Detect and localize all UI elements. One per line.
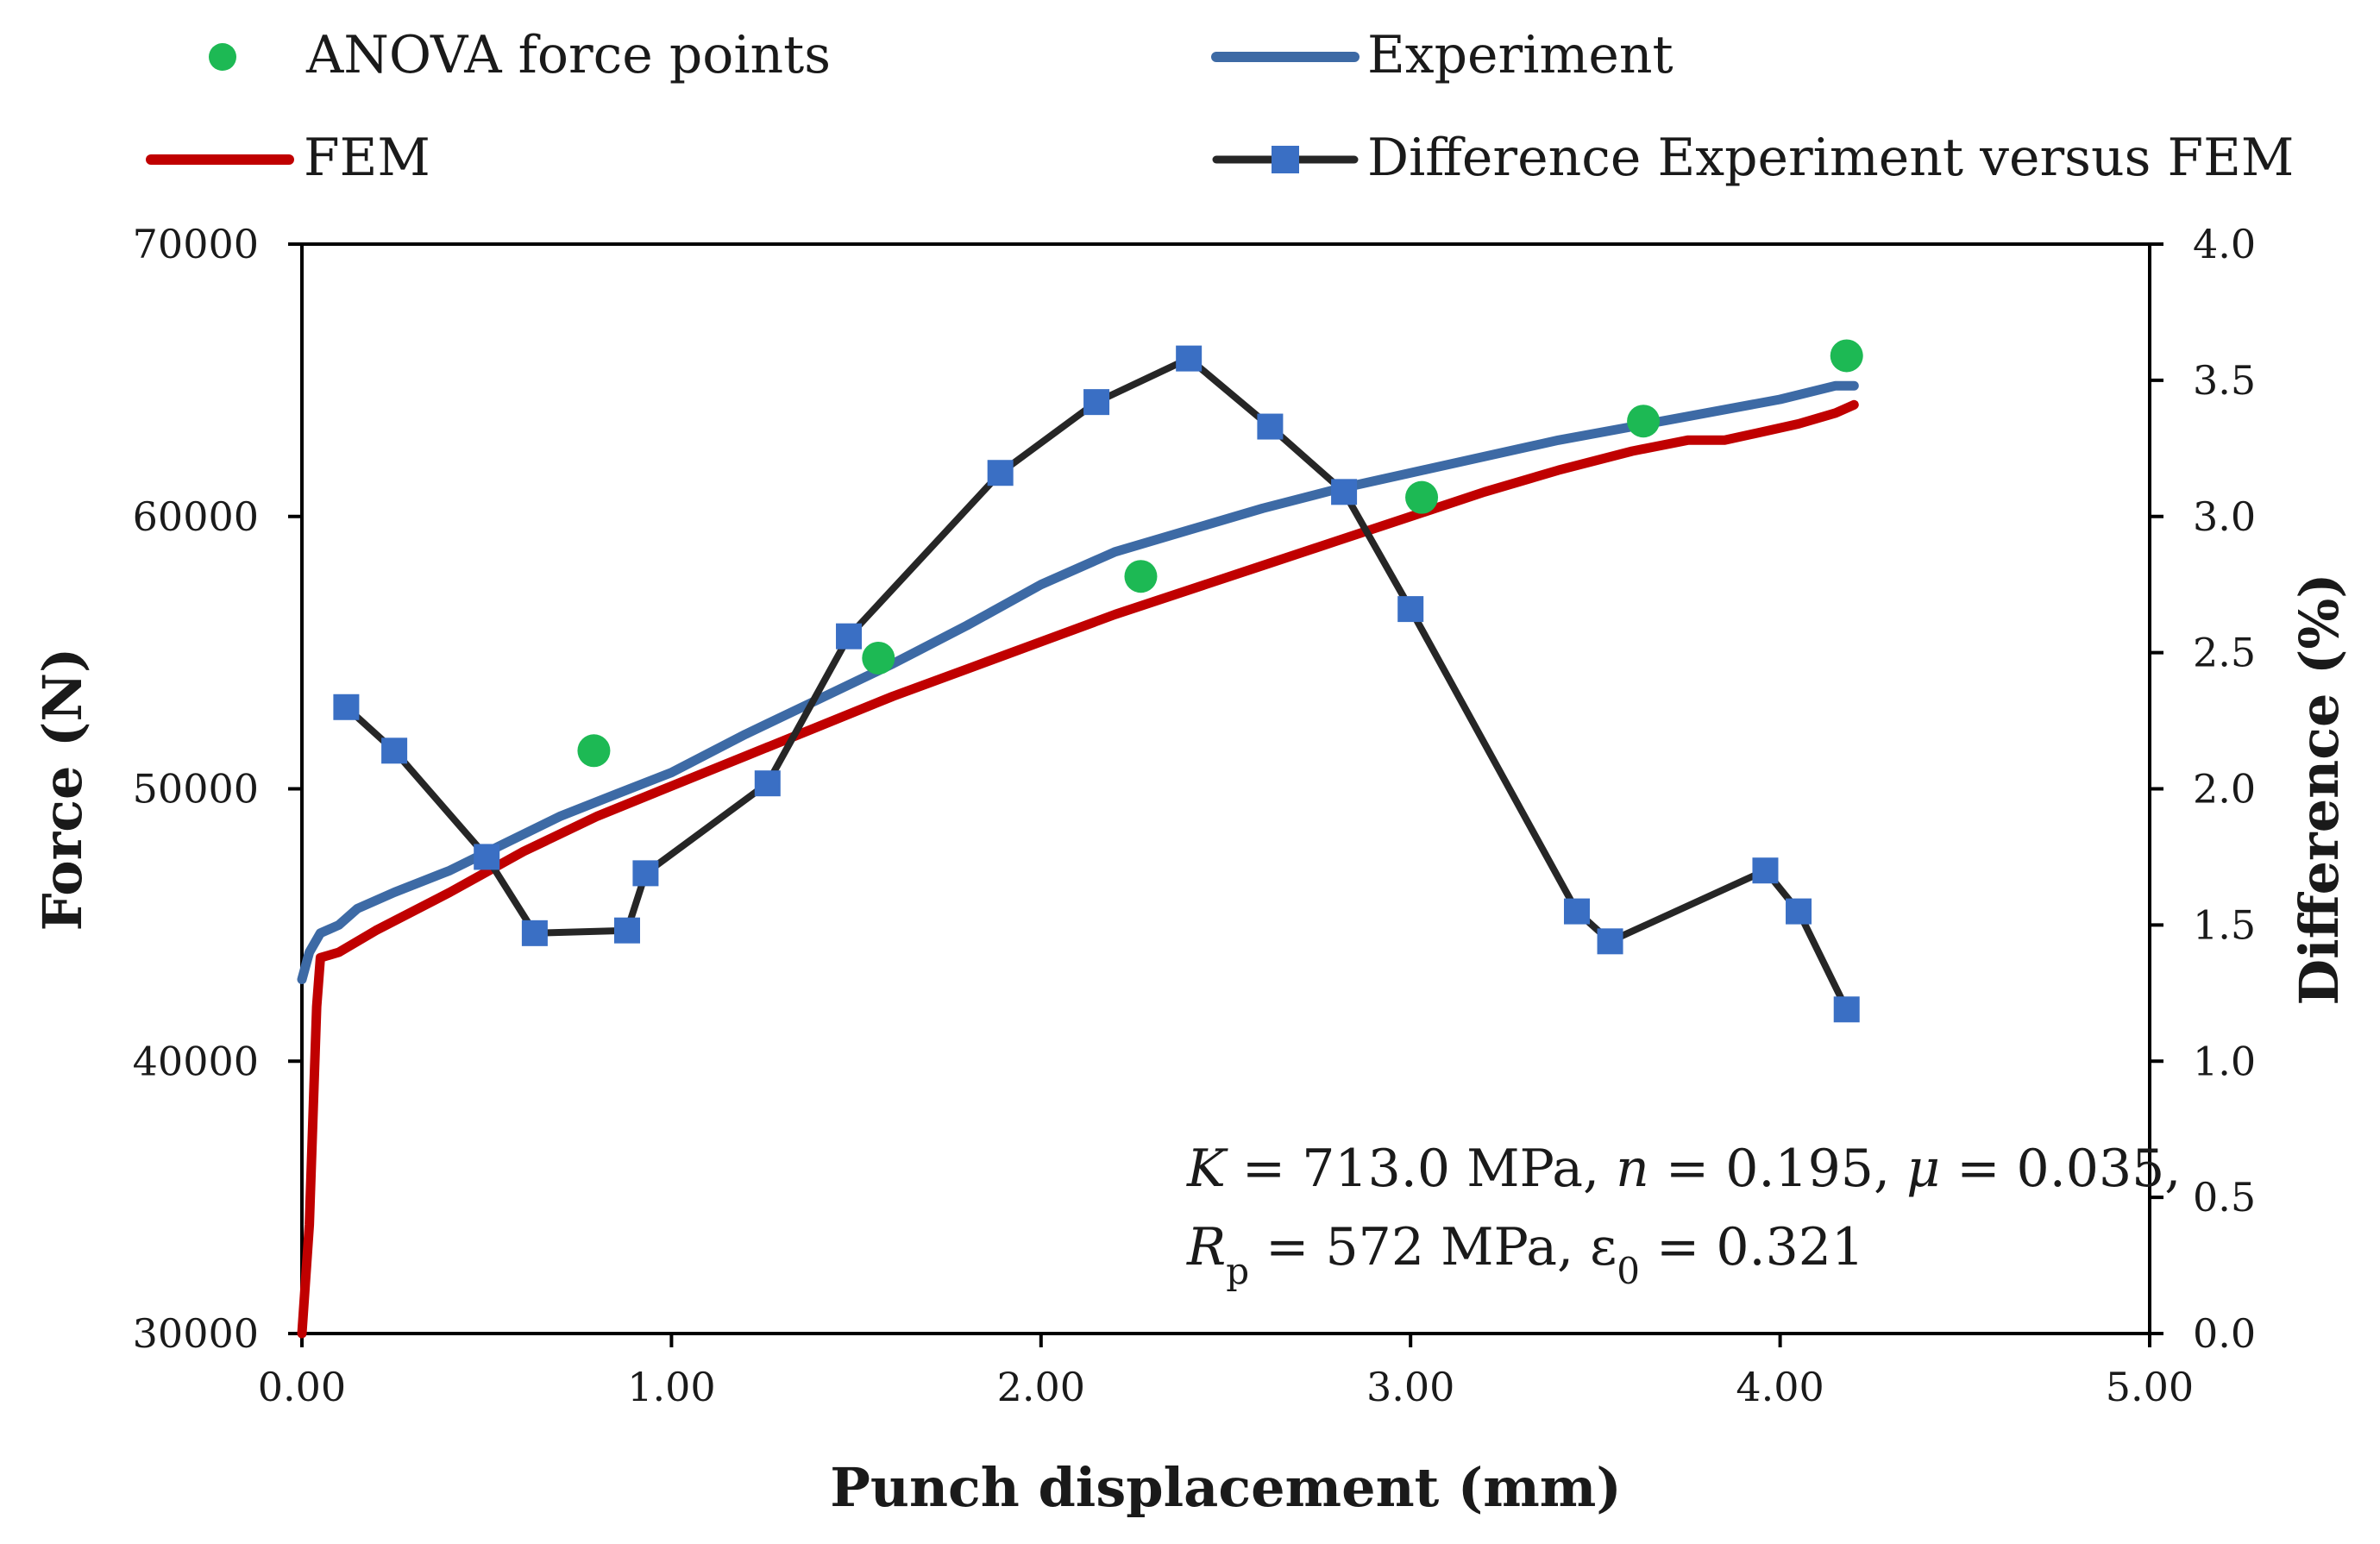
annot-k-symbol: K <box>1186 1139 1228 1199</box>
x-tick-label: 1.00 <box>627 1364 715 1410</box>
annot-n-symbol: n <box>1616 1139 1649 1199</box>
difference-point <box>333 694 360 720</box>
annot-r-subscript: p <box>1226 1250 1249 1292</box>
series-layer <box>297 339 1863 1339</box>
annot-eps-subscript: 0 <box>1617 1250 1640 1292</box>
anova-point <box>862 641 895 675</box>
difference-point <box>613 917 640 944</box>
difference-point <box>1331 479 1358 505</box>
anova-point <box>577 734 611 768</box>
y-right-ticks: 0.0 0.5 1.0 1.5 2.0 2.5 3.0 3.5 4.0 <box>2150 221 2256 1357</box>
y-right-tick-label: 3.0 <box>2193 493 2256 540</box>
difference-point <box>1786 898 1812 925</box>
annot-k-value: = 713.0 MPa, <box>1226 1139 1616 1199</box>
annot-mu-symbol: μ <box>1906 1139 1940 1199</box>
y-right-tick-label: 4.0 <box>2193 221 2256 267</box>
x-tick-label: 0.00 <box>258 1364 346 1410</box>
difference-point <box>521 919 548 946</box>
y-right-tick-label: 3.5 <box>2193 357 2256 404</box>
difference-point <box>1176 345 1203 372</box>
y-right-tick-label: 2.0 <box>2193 766 2256 813</box>
difference-point <box>1752 857 1779 884</box>
x-axis-title: Punch displacement (mm) <box>830 1456 1622 1519</box>
difference-point <box>836 623 863 650</box>
y-left-tick-label: 30000 <box>133 1310 259 1357</box>
difference-point <box>1397 596 1424 623</box>
y-left-tick-label: 40000 <box>133 1038 259 1084</box>
legend-anova-label: ANOVA force points <box>305 25 831 85</box>
legend-difference-marker <box>1272 146 1299 173</box>
y-right-tick-label: 0.5 <box>2193 1174 2256 1221</box>
difference-point <box>1597 928 1623 955</box>
anova-point <box>1405 480 1439 514</box>
legend-fem-label: FEM <box>304 128 430 188</box>
y-right-tick-label: 1.0 <box>2193 1038 2256 1084</box>
legend: ANOVA force points Experiment FEM Differ… <box>146 25 2294 188</box>
legend-anova-marker <box>209 43 236 71</box>
difference-point <box>754 770 781 797</box>
anova-point <box>1830 339 1863 373</box>
legend-experiment-label: Experiment <box>1367 25 1674 85</box>
y-right-axis-title: Difference (%) <box>2288 573 2351 1005</box>
x-tick-label: 4.00 <box>1736 1364 1824 1410</box>
y-left-axis-title: Force (N) <box>31 648 94 932</box>
y-left-tick-label: 70000 <box>133 221 259 267</box>
experiment-line <box>297 380 1859 984</box>
y-right-tick-label: 2.5 <box>2193 630 2256 676</box>
difference-point <box>1833 996 1860 1023</box>
difference-point <box>381 737 408 764</box>
anova-point <box>1627 405 1661 438</box>
annotation-line-1: K = 713.0 MPa, n = 0.195, μ = 0.035, <box>1186 1139 2181 1199</box>
annot-r-symbol: R <box>1186 1217 1226 1277</box>
x-ticks: 0.00 1.00 2.00 3.00 4.00 5.00 <box>258 1334 2194 1410</box>
y-left-tick-label: 50000 <box>133 766 259 813</box>
x-tick-label: 5.00 <box>2106 1364 2194 1410</box>
y-right-tick-label: 0.0 <box>2193 1310 2256 1357</box>
y-left-ticks: 30000 40000 50000 60000 70000 <box>133 221 302 1357</box>
annot-mu-value: = 0.035, <box>1940 1139 2181 1199</box>
annot-eps-value: = 0.321 <box>1640 1217 1864 1277</box>
anova-point <box>1124 560 1158 593</box>
legend-difference-label: Difference Experiment versus FEM <box>1367 128 2294 188</box>
difference-point <box>1083 389 1110 416</box>
annotation-line-2: Rp = 572 MPa, ε0 = 0.321 <box>1186 1217 1864 1292</box>
difference-point <box>474 844 500 870</box>
x-tick-label: 2.00 <box>997 1364 1085 1410</box>
y-left-tick-label: 60000 <box>133 493 259 540</box>
x-tick-label: 3.00 <box>1366 1364 1454 1410</box>
difference-point <box>1257 413 1284 440</box>
fem-line <box>297 399 1859 1339</box>
difference-point <box>987 460 1014 486</box>
annot-n-value: = 0.195, <box>1649 1139 1906 1199</box>
y-right-tick-label: 1.5 <box>2193 901 2256 948</box>
difference-point <box>632 860 659 887</box>
annot-r-value: = 572 MPa, ε <box>1249 1217 1617 1277</box>
difference-point <box>1563 898 1590 925</box>
